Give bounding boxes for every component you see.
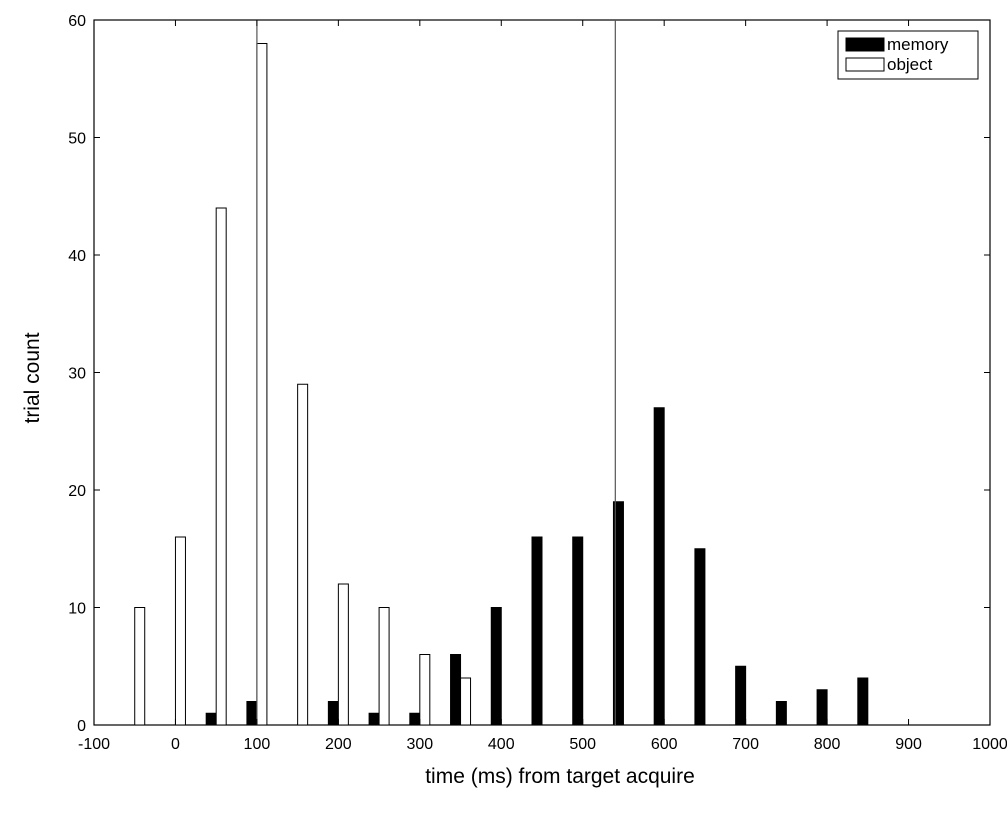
bar-object-250: [378, 607, 390, 726]
x-tick-label: 100: [244, 736, 271, 753]
y-axis: 0 10 20 30 40 50 60: [68, 13, 990, 735]
legend-label-memory: memory: [887, 35, 949, 54]
x-tick-label: 700: [732, 736, 759, 753]
bar-object-0: [174, 536, 186, 726]
bar-memory-850: [857, 677, 869, 726]
x-axis-label: time (ms) from target acquire: [425, 765, 695, 788]
plot-area: [93, 19, 991, 726]
bar-memory-600: [653, 407, 665, 726]
x-tick-label: 500: [569, 736, 596, 753]
x-tick-label: 800: [814, 736, 841, 753]
x-tick-label: 200: [325, 736, 352, 753]
bar-object--50: [134, 607, 146, 726]
y-tick-label: 20: [68, 483, 86, 500]
y-tick-label: 60: [68, 13, 86, 30]
bar-memory-700: [735, 665, 747, 726]
x-tick-label: 400: [488, 736, 515, 753]
x-tick-label: -100: [78, 736, 110, 753]
legend-swatch-object: [845, 57, 885, 72]
bar-memory-250: [368, 712, 380, 726]
x-tick-label: 900: [895, 736, 922, 753]
y-tick-label: 0: [77, 718, 86, 735]
bar-object-200: [337, 583, 349, 726]
bar-memory-200: [327, 701, 339, 726]
y-tick-label: 10: [68, 601, 86, 618]
bar-memory-300: [409, 712, 421, 726]
legend-label-object: object: [887, 55, 933, 74]
bar-memory-750: [775, 701, 787, 726]
x-tick-label: 600: [651, 736, 678, 753]
x-tick-label: 300: [406, 736, 433, 753]
bar-memory-450: [531, 536, 543, 726]
x-tick-label: 1000: [972, 736, 1007, 753]
x-axis: -100 0 100 200 300 400 500 600 700 800 900 1000: [78, 20, 1007, 753]
bar-memory-650: [694, 548, 706, 726]
x-tick-label: 0: [171, 736, 180, 753]
bar-memory-400: [490, 607, 502, 726]
y-tick-label: 40: [68, 248, 86, 265]
bar-memory-50: [205, 712, 217, 726]
y-axis-label: trial count: [21, 332, 44, 423]
bar-memory-500: [572, 536, 584, 726]
bar-object-50: [215, 207, 227, 726]
legend-swatch-memory: [845, 37, 885, 52]
bar-memory-100: [246, 701, 258, 726]
bar-object-100: [256, 43, 268, 726]
bar-object-150: [297, 383, 309, 726]
bar-object-300: [419, 654, 431, 726]
bar-memory-800: [816, 689, 828, 726]
bar-memory-550: [612, 501, 624, 726]
bar-memory-350: [450, 654, 462, 726]
y-tick-label: 30: [68, 366, 86, 383]
bar-object-350: [460, 677, 472, 726]
y-tick-label: 50: [68, 131, 86, 148]
